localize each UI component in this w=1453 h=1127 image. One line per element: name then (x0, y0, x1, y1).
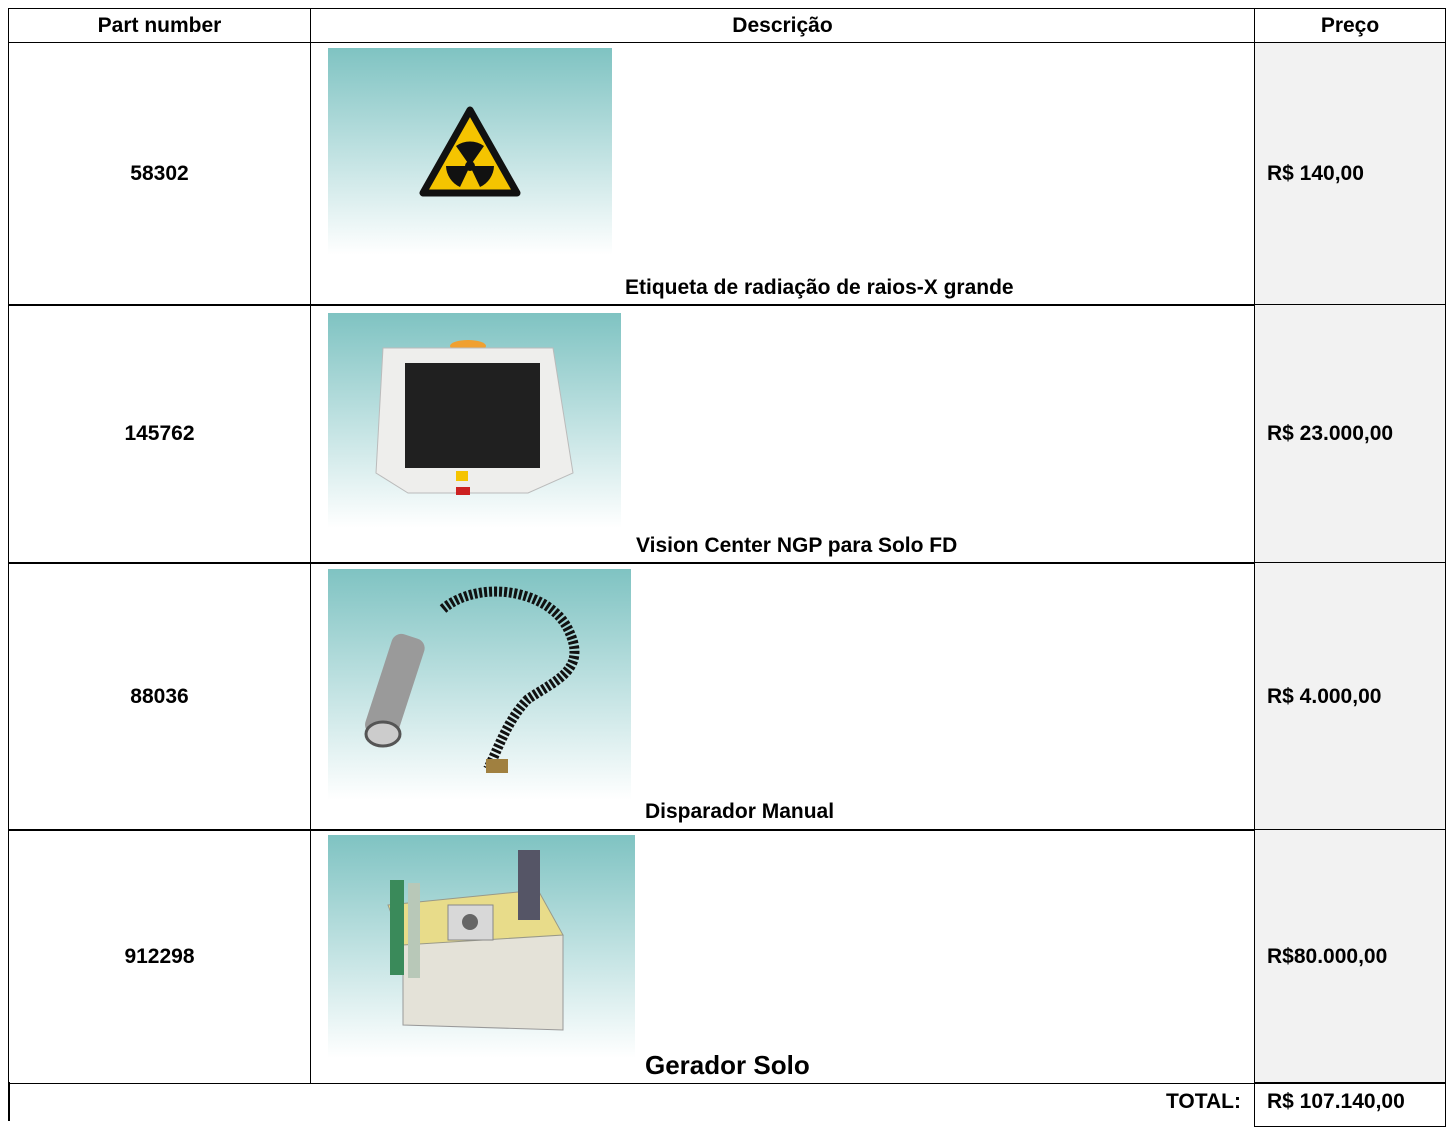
header-cell: Part number (8, 8, 311, 43)
total-label: TOTAL: (1165, 1090, 1241, 1113)
price: R$ 140,00 (1254, 42, 1446, 306)
price: R$ 23.000,00 (1254, 304, 1446, 564)
part-number: 145762 (8, 304, 311, 564)
total-value: R$ 107.140,00 (1254, 1082, 1446, 1127)
border (8, 1082, 10, 1121)
part-number: 912298 (8, 829, 311, 1084)
price: R$80.000,00 (1254, 829, 1446, 1084)
price: R$ 4.000,00 (1254, 562, 1446, 831)
part-number: 88036 (8, 562, 311, 831)
description: Vision Center NGP para Solo FD (636, 534, 958, 557)
header-cell: Preço (1254, 8, 1446, 43)
description: Disparador Manual (645, 800, 835, 823)
product-illustration (328, 313, 621, 528)
product-image (328, 835, 635, 1058)
description: Etiqueta de radiação de raios-X grande (625, 276, 1014, 299)
product-illustration (328, 569, 631, 800)
product-illustration (328, 48, 612, 255)
product-illustration (328, 835, 635, 1058)
product-image (328, 48, 612, 255)
product-image (328, 569, 631, 800)
part-number: 58302 (8, 42, 311, 306)
description: Gerador Solo (645, 1050, 810, 1080)
header-cell: Descrição (310, 8, 1255, 43)
product-image (328, 313, 621, 528)
